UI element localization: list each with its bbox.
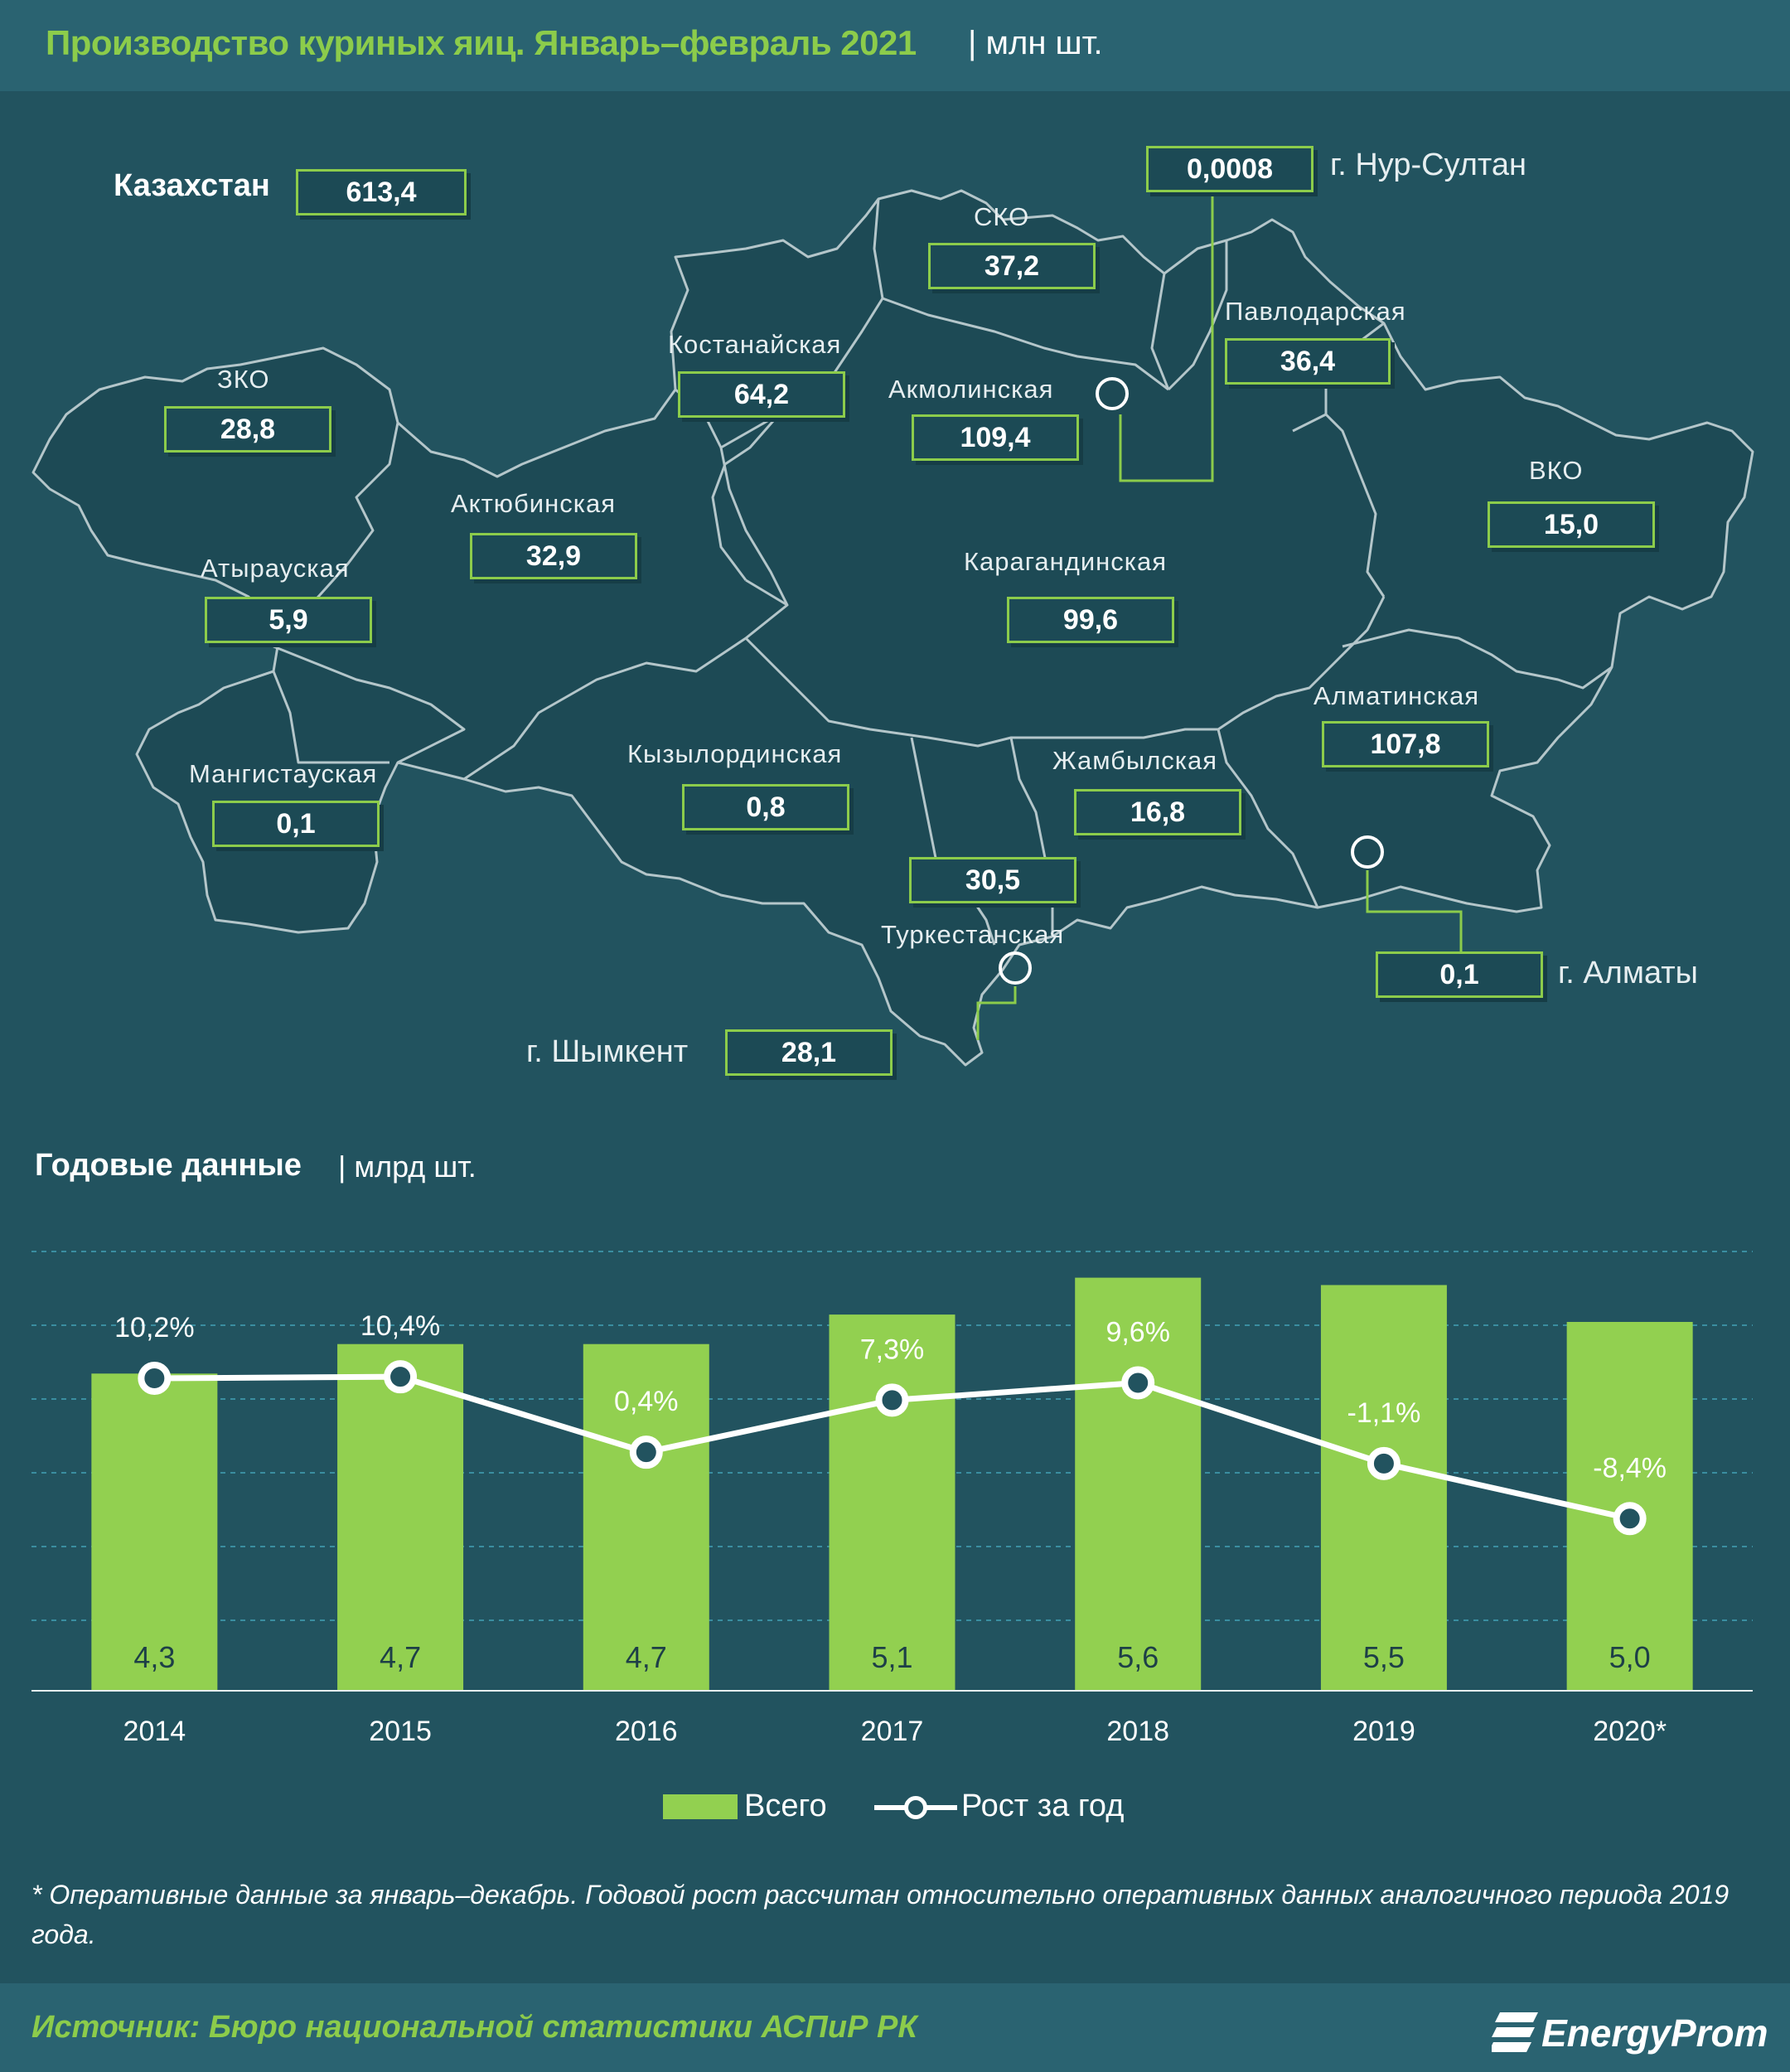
annual-title: Годовые данные [35,1148,302,1183]
almaty-marker [1351,835,1384,869]
x-tick-label: 2020* [1593,1716,1667,1747]
region-label-aktobe: Актюбинская [451,489,616,518]
energyprom-logo: EnergyProm [1488,2006,1768,2055]
logo-text: EnergyProm [1541,2011,1768,2055]
bar-2019 [1320,1285,1447,1691]
growth-point [1367,1446,1401,1480]
growth-label: 10,4% [360,1310,440,1342]
legend-line-label: Рост за год [961,1789,1125,1823]
region-value-sko: 37,2 [928,243,1096,289]
x-tick-label: 2014 [123,1716,186,1747]
region-value-vko: 15,0 [1488,501,1655,548]
legend-bar-swatch [663,1794,738,1819]
bar-2014 [91,1373,218,1691]
growth-label: 7,3% [860,1334,925,1365]
region-value-kyzylorda: 0,8 [682,784,849,830]
region-value-aktobe: 32,9 [470,533,637,579]
footnote: * Оперативные данные за январь–декабрь. … [31,1880,1730,1949]
bar-label: 5,5 [1363,1640,1405,1674]
region-label-sko: СКО [974,202,1030,231]
map-outline [31,189,1754,1067]
region-label-zko: ЗКО [217,365,270,394]
region-value-zhambyl: 16,8 [1074,789,1241,835]
growth-point [1121,1366,1155,1400]
region-value-mangystau: 0,1 [212,801,380,847]
region-label-mangystau: Мангистауская [189,759,378,788]
growth-label: 0,4% [614,1386,679,1417]
region-value-almaty-obl: 107,8 [1322,721,1489,767]
growth-label: -8,4% [1593,1452,1667,1484]
region-value-turkestan: 30,5 [909,857,1076,903]
city-value-nursultan: 0,0008 [1146,146,1313,192]
region-value-akmola: 109,4 [912,414,1079,461]
growth-point [138,1362,172,1395]
page-unit: | млн шт. [968,25,1103,61]
total-label: Казахстан [114,168,270,203]
logo-icon [1488,2012,1538,2052]
growth-label: 9,6% [1105,1316,1170,1348]
bar-2017 [829,1314,955,1691]
city-label-shymkent: г. Шымкент [526,1034,689,1069]
bar-2015 [337,1343,464,1691]
city-label-almaty: г. Алматы [1558,956,1698,990]
region-value-zko: 28,8 [164,406,331,453]
x-tick-label: 2016 [615,1716,678,1747]
x-tick-label: 2019 [1352,1716,1415,1747]
legend-bar-label: Всего [744,1789,827,1823]
page-title: Производство куриных яиц. Январь–февраль… [46,23,917,62]
region-label-kyzylorda: Кызылординская [627,739,843,768]
bar-2016 [583,1343,709,1691]
region-label-zhambyl: Жамбылская [1052,746,1218,775]
region-label-atyrau: Атырауская [201,554,350,583]
region-label-turkestan: Туркестанская [881,920,1065,949]
region-label-almaty-obl: Алматинская [1313,681,1480,710]
bar-label: 4,7 [380,1640,421,1674]
region-label-pavlodar: Павлодарская [1225,297,1406,326]
x-tick-label: 2015 [369,1716,432,1747]
growth-point [629,1435,663,1469]
annual-unit: | млрд шт. [338,1150,477,1184]
bar-label: 4,7 [626,1640,667,1674]
region-value-karaganda: 99,6 [1007,597,1174,643]
chart-legend: Всего Рост за год [0,1782,1790,1832]
bar-2018 [1075,1277,1202,1691]
shymkent-marker [999,951,1032,985]
annual-chart: 4,3 2014 4,7 2015 4,7 2016 5,1 2017 5,6 2018 5,5 20… [31,1251,1753,1747]
legend-line-marker-inner [908,1800,923,1815]
bar-label: 5,6 [1117,1640,1159,1674]
growth-label: 10,2% [114,1312,194,1343]
region-label-vko: ВКО [1529,456,1584,485]
bar-label: 5,0 [1609,1640,1651,1674]
region-label-kostanay: Костанайская [668,330,842,359]
x-tick-label: 2018 [1106,1716,1169,1747]
city-value-almaty: 0,1 [1376,951,1543,998]
total-value-box: 613,4 [296,169,467,215]
header-band [0,0,1790,91]
region-label-karaganda: Карагандинская [964,547,1168,576]
legend-line-marker [904,1796,927,1819]
bar-label: 4,3 [133,1640,175,1674]
nursultan-marker [1096,377,1129,410]
growth-point [875,1383,909,1417]
footer-band [0,1983,1790,2072]
city-label-nursultan: г. Нур-Султан [1330,148,1527,182]
region-value-pavlodar: 36,4 [1225,338,1391,385]
region-value-kostanay: 64,2 [678,371,845,418]
kazakhstan-map [31,189,1754,1067]
source-text: Источник: Бюро национальной статистики А… [31,2010,917,2045]
x-tick-label: 2017 [861,1716,924,1747]
region-value-atyrau: 5,9 [205,597,372,643]
growth-point [1613,1502,1647,1536]
bar-label: 5,1 [871,1640,912,1674]
region-label-akmola: Акмолинская [888,375,1054,404]
growth-point [384,1360,418,1394]
city-value-shymkent: 28,1 [725,1029,893,1076]
growth-label: -1,1% [1347,1397,1421,1429]
